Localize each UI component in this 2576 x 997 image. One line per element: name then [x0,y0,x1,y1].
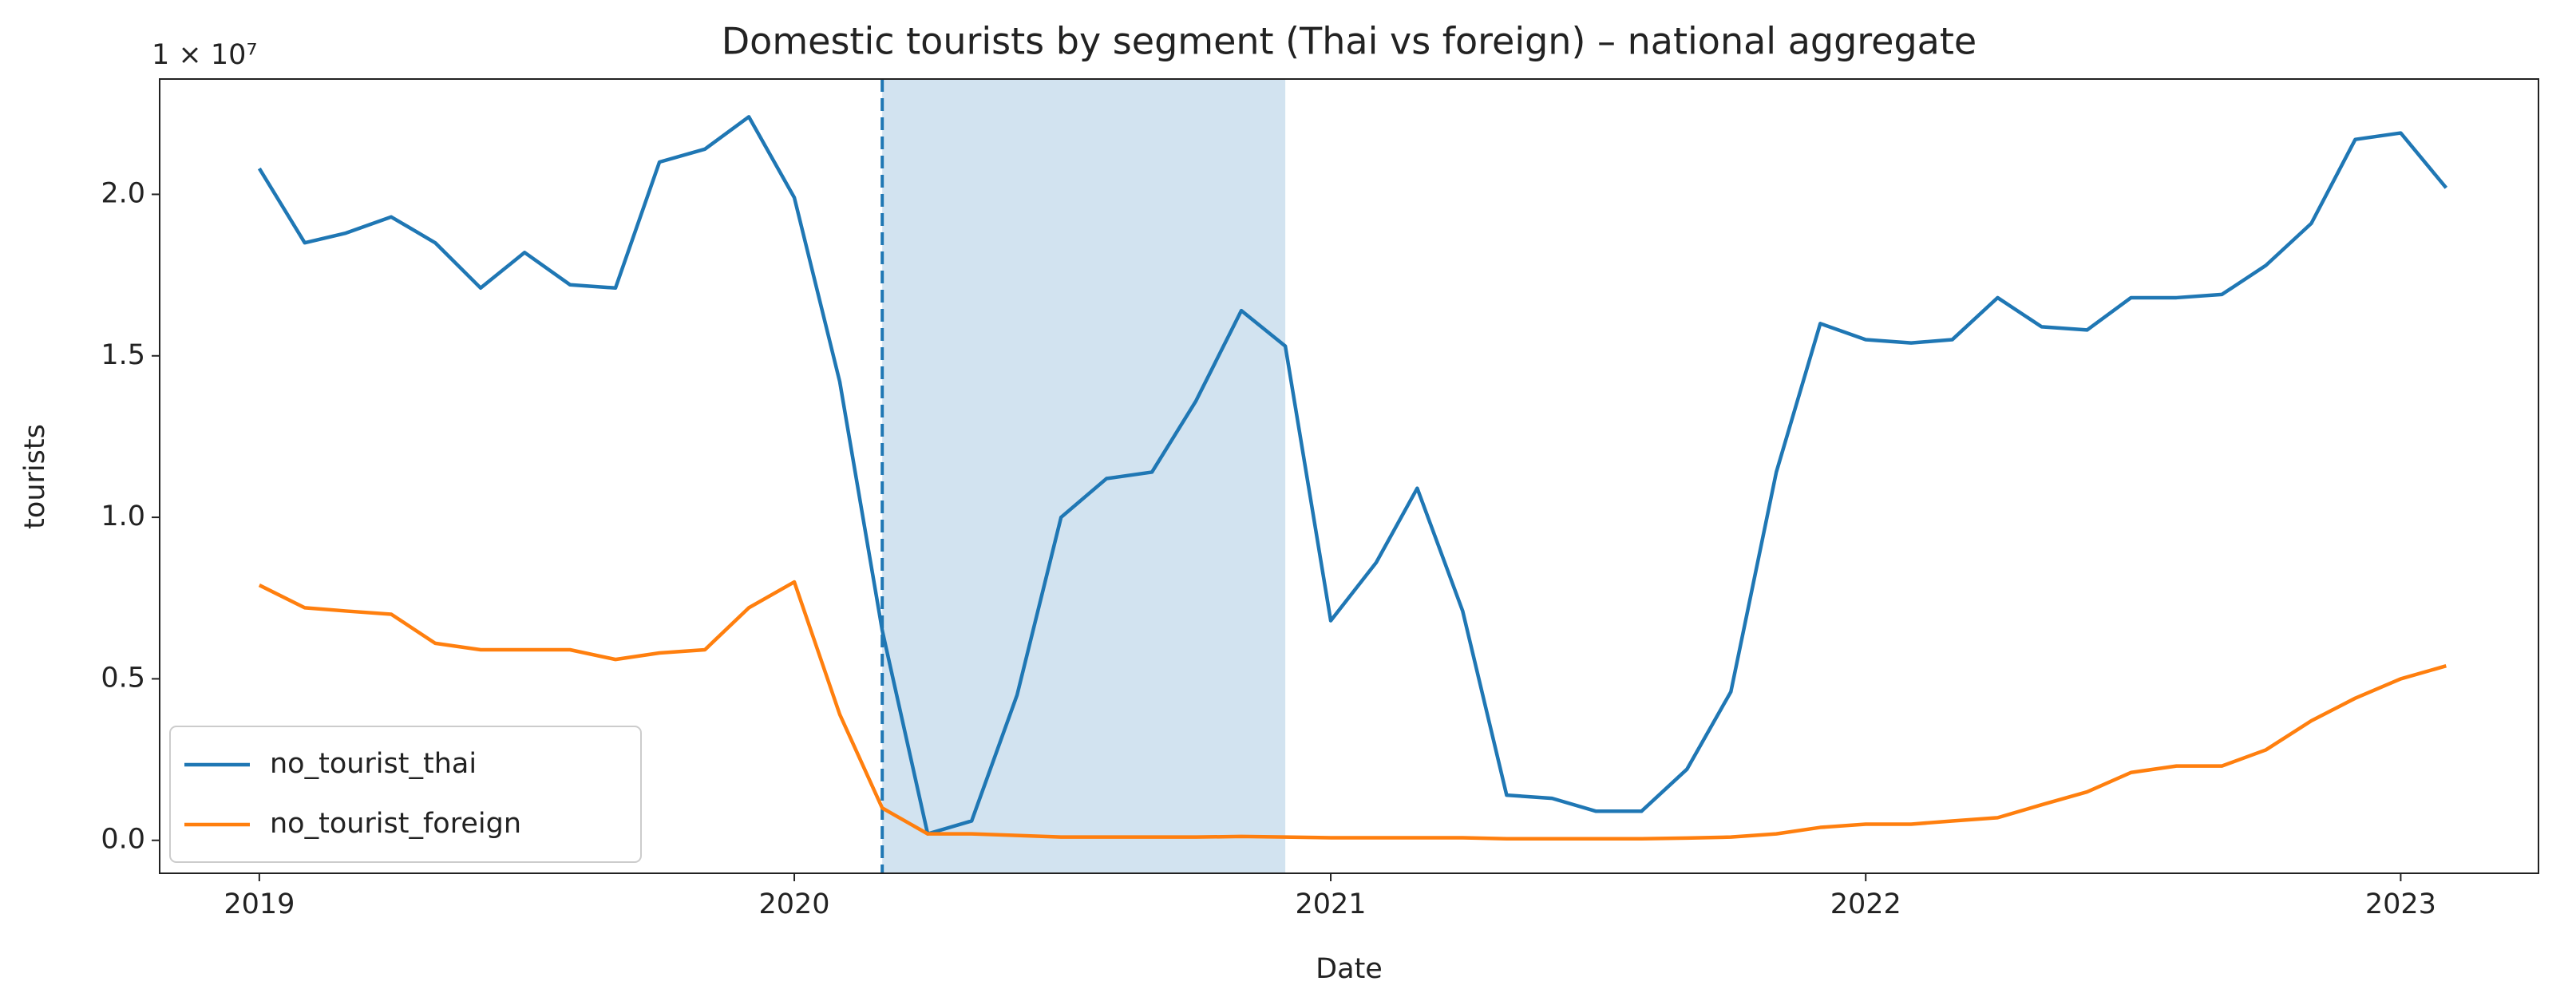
y-tick-label: 2.0 [101,177,145,209]
plot-frame [159,78,2539,874]
y-tick-label: 0.0 [101,824,145,856]
x-tick-label: 2021 [1296,888,1367,920]
series-line [258,580,2447,841]
y-tick-label: 1.5 [101,339,145,371]
legend-label: no_tourist_foreign [270,808,521,840]
chart-title: Domestic tourists by segment (Thai vs fo… [722,20,1977,63]
legend: no_tourist_thai no_tourist_foreign [169,726,642,863]
y-tick-label: 0.5 [101,662,145,694]
x-axis-label: Date [1316,953,1383,985]
y-offset-label: 1 × 10⁷ [152,39,257,71]
x-tick-label: 2019 [224,888,295,920]
series-line [257,115,2448,836]
x-tick-label: 2020 [758,888,829,920]
y-tick-label: 1.0 [101,500,145,532]
x-tick-label: 2022 [1830,888,1901,920]
x-tick-label: 2023 [2365,888,2436,920]
legend-box [169,726,642,863]
shaded-span [882,79,1286,873]
legend-label: no_tourist_thai [270,748,477,780]
y-axis-label: tourists [19,424,51,529]
